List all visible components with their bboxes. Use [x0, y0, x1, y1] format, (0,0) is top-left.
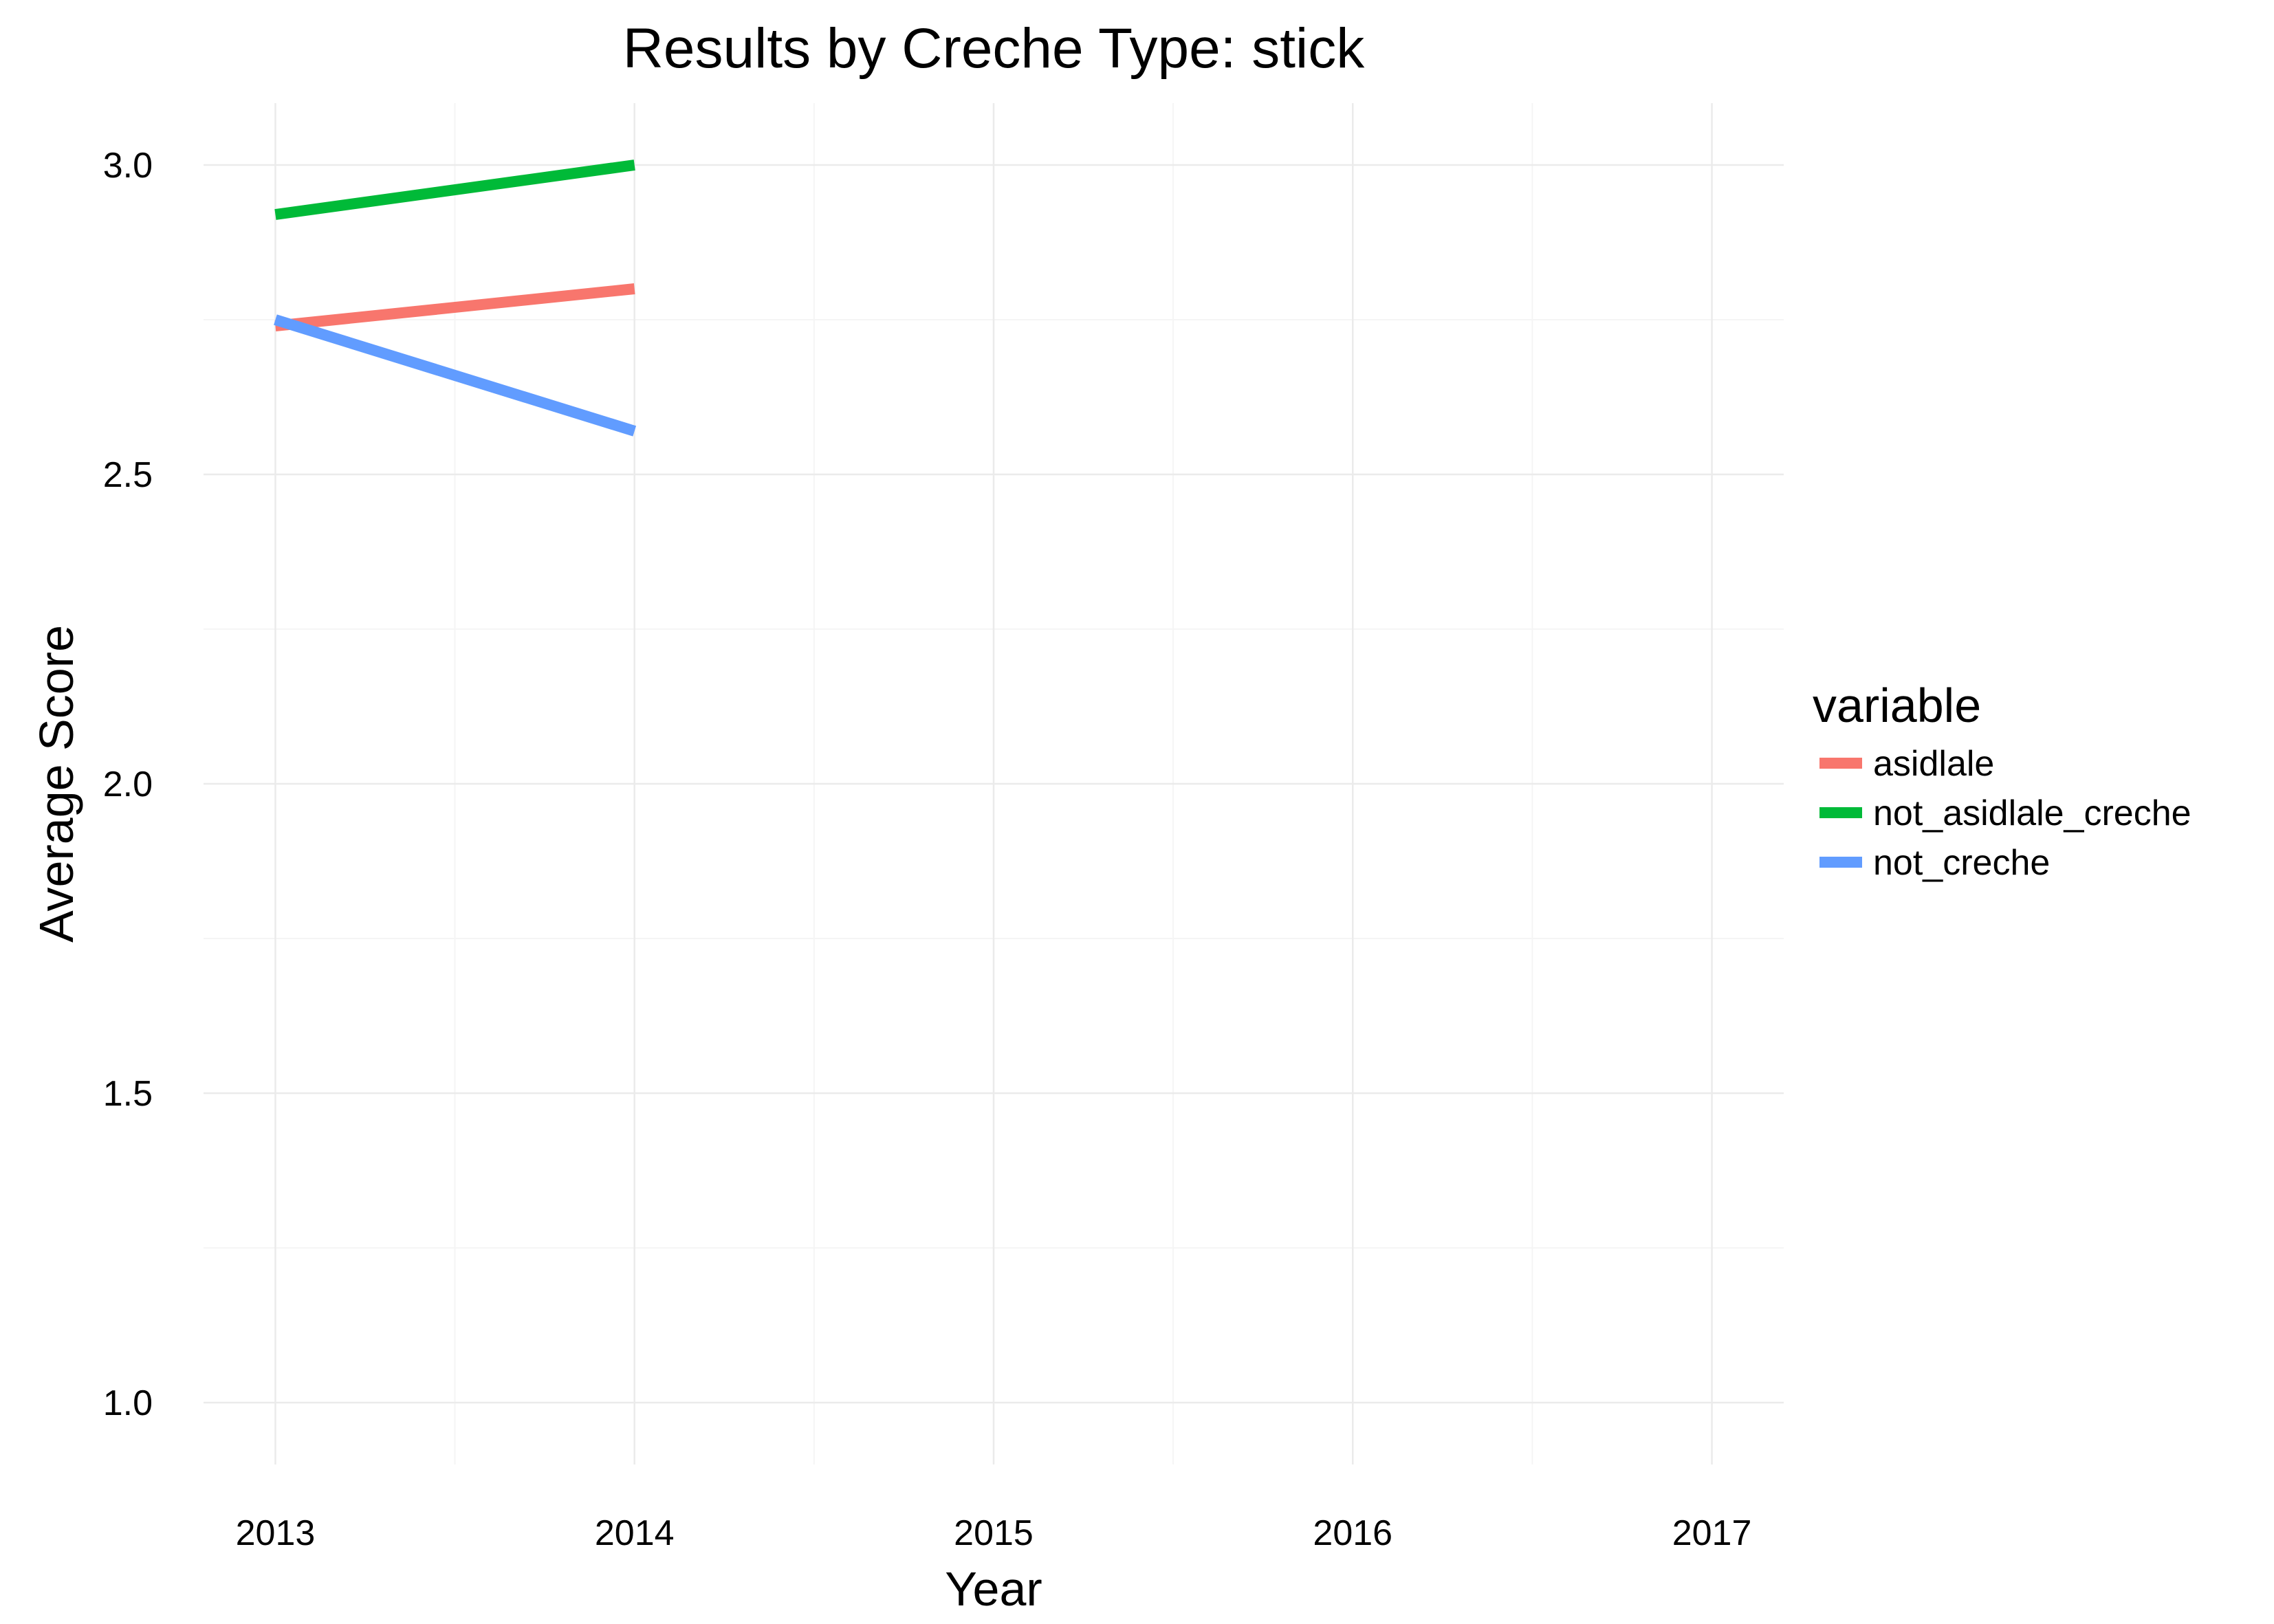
chart-title: Results by Creche Type: stick: [623, 17, 1366, 80]
y-axis-title: Average Score: [30, 625, 83, 943]
legend-title: variable: [1813, 679, 1981, 732]
x-tick-label: 2015: [954, 1513, 1034, 1553]
x-tick-label: 2013: [236, 1513, 316, 1553]
grid: [204, 103, 1784, 1464]
y-axis-ticks: 1.0 1.5 2.0 2.5 3.0: [103, 146, 153, 1423]
series-line-not-asidlale-creche: [274, 160, 635, 220]
series-line-not-creche: [274, 314, 637, 437]
legend-label-not-creche: not_creche: [1873, 843, 2050, 883]
legend-label-asidlale: asidlale: [1873, 744, 1994, 784]
legend: variable asidlale not_asidlale_creche not_…: [1813, 679, 2191, 883]
series-line-asidlale: [274, 283, 635, 331]
x-axis-title: Year: [945, 1562, 1042, 1616]
y-tick-label: 2.0: [103, 765, 153, 804]
y-tick-label: 1.5: [103, 1074, 153, 1114]
legend-label-not-asidlale-creche: not_asidlale_creche: [1873, 793, 2191, 833]
y-tick-label: 3.0: [103, 146, 153, 186]
y-tick-label: 2.5: [103, 455, 153, 495]
series-lines: [274, 160, 637, 437]
y-tick-label: 1.0: [103, 1383, 153, 1423]
x-tick-label: 2016: [1313, 1513, 1392, 1553]
x-tick-label: 2014: [595, 1513, 675, 1553]
x-tick-label: 2017: [1672, 1513, 1752, 1553]
x-axis-ticks: 2013 2014 2015 2016 2017: [236, 1513, 1752, 1553]
legend-items: asidlale not_asidlale_creche not_creche: [1819, 744, 2191, 883]
